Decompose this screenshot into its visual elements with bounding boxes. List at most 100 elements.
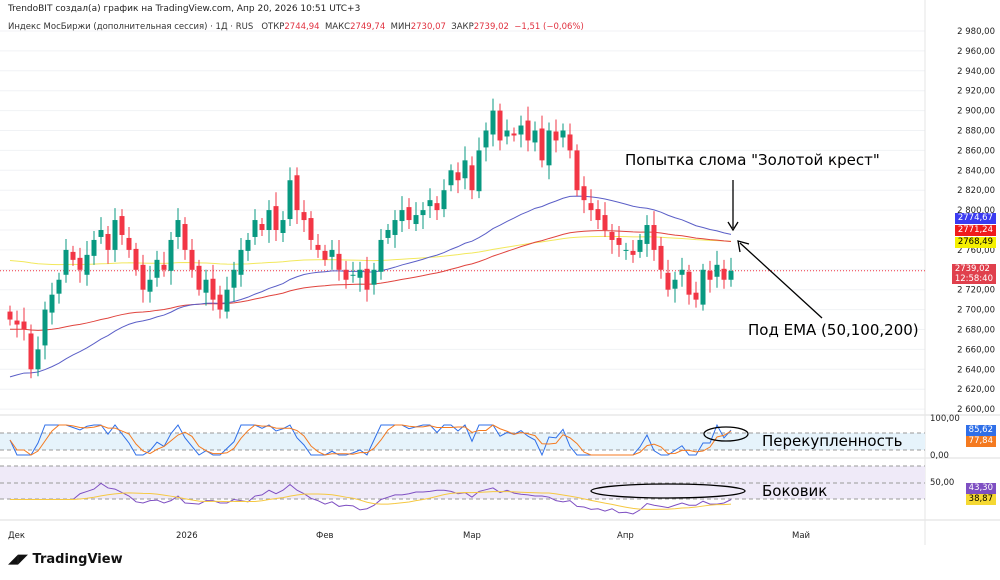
candle-body xyxy=(448,170,454,186)
candle-body xyxy=(98,230,104,237)
candle-body xyxy=(525,120,531,141)
y-tick-label: 2 720,00 xyxy=(957,286,995,296)
candle-body xyxy=(644,225,650,244)
tradingview-logo[interactable]: ◢◤ TradingView xyxy=(8,552,123,567)
candle-body xyxy=(728,270,734,280)
osc1-value-a: 85,62 xyxy=(965,425,996,436)
candle-body xyxy=(623,249,629,251)
candle-body xyxy=(700,269,706,305)
candle-body xyxy=(42,309,48,346)
osc2-ma-line xyxy=(10,491,732,510)
candle-body xyxy=(406,207,412,221)
candle-body xyxy=(637,239,643,252)
candle-body xyxy=(56,279,62,294)
y-tick-label: 2 680,00 xyxy=(957,326,995,336)
candle-body xyxy=(399,210,405,222)
candle-body xyxy=(693,292,699,300)
x-tick-label: Дек xyxy=(8,531,25,541)
candle-body xyxy=(322,250,328,260)
open-value: 2744,94 xyxy=(284,22,320,32)
candle-body xyxy=(686,271,692,295)
candle-body xyxy=(196,265,202,290)
candle-body xyxy=(581,186,587,201)
candle-body xyxy=(413,215,419,225)
candle-body xyxy=(28,333,34,370)
symbol-legend: Индекс МосБиржи (дополнительная сессия) … xyxy=(8,22,584,32)
candle-body xyxy=(217,294,223,310)
candle-body xyxy=(315,244,321,250)
candle-body xyxy=(252,220,258,237)
candle-body xyxy=(602,215,608,230)
logo-icon: ◢◤ xyxy=(8,552,33,567)
candle-body xyxy=(497,110,503,141)
candle-body xyxy=(203,279,209,293)
candle-body xyxy=(329,249,335,257)
ema100-line xyxy=(9,230,732,331)
candle-body xyxy=(224,289,230,312)
annotation-overbought: Перекупленность xyxy=(762,432,903,450)
candle-body xyxy=(665,272,671,290)
ema100-price-label: 2771,24 xyxy=(954,225,996,236)
sideways-ellipse xyxy=(590,483,746,499)
candle-body xyxy=(651,225,657,250)
candle-body xyxy=(105,233,111,250)
candle-body xyxy=(189,249,195,270)
candle-body xyxy=(546,130,552,166)
candle-body xyxy=(301,212,307,221)
candle-body xyxy=(168,239,174,271)
y-tick-label: 2 840,00 xyxy=(957,166,995,176)
candle-body xyxy=(21,321,27,330)
logo-text: TradingView xyxy=(32,552,123,567)
candle-body xyxy=(266,210,272,230)
ema50-price-label: 2774,67 xyxy=(954,213,996,224)
y-tick-label: 2 920,00 xyxy=(957,87,995,97)
candle-body xyxy=(133,248,139,270)
ema50-line xyxy=(9,195,732,378)
candle-body xyxy=(126,237,132,250)
high-label: МАКС xyxy=(324,22,351,32)
last-price-label: 2739,02 12:58:40 xyxy=(951,264,996,284)
candle-body xyxy=(567,134,573,151)
candle-body xyxy=(420,210,426,216)
candle-body xyxy=(77,257,83,270)
y-tick-label: 2 900,00 xyxy=(957,107,995,117)
y-tick-label: 2 820,00 xyxy=(957,186,995,196)
y-tick-label: 2 700,00 xyxy=(957,306,995,316)
ema200-price-label: 2768,49 xyxy=(954,237,996,248)
osc1-band xyxy=(0,433,925,450)
candle-body xyxy=(238,249,244,275)
overbought-ellipse xyxy=(703,426,749,442)
close-value: 2739,02 xyxy=(473,22,509,32)
candle-body xyxy=(245,239,251,251)
candle-body xyxy=(462,160,468,179)
candle-body xyxy=(175,220,181,237)
candle-body xyxy=(378,239,384,272)
candle-body xyxy=(504,130,510,137)
osc-tick-label: 0,00 xyxy=(930,451,949,461)
bar-countdown: 12:58:40 xyxy=(954,274,993,284)
candle-body xyxy=(63,249,69,275)
candle-body xyxy=(182,224,188,250)
candle-body xyxy=(658,245,664,270)
y-tick-label: 2 880,00 xyxy=(957,127,995,137)
candle-body xyxy=(91,239,97,256)
candle-body xyxy=(441,190,447,210)
y-tick-label: 2 620,00 xyxy=(957,385,995,395)
candle-body xyxy=(427,200,433,207)
candle-body xyxy=(140,264,146,290)
candle-body xyxy=(385,230,391,238)
y-tick-label: 2 980,00 xyxy=(957,27,995,37)
candle-body xyxy=(455,172,461,181)
candle-body xyxy=(553,131,559,141)
candle-body xyxy=(518,125,524,135)
candle-body xyxy=(350,274,356,276)
arrow-head xyxy=(727,221,739,232)
candle-body xyxy=(35,349,41,370)
candle-body xyxy=(357,269,363,278)
y-tick-label: 2 960,00 xyxy=(957,47,995,57)
y-tick-label: 2 660,00 xyxy=(957,345,995,355)
candle-body xyxy=(343,269,349,280)
osc2-value-a: 43,30 xyxy=(965,483,996,494)
annotation-sideways: Боковик xyxy=(762,482,828,500)
